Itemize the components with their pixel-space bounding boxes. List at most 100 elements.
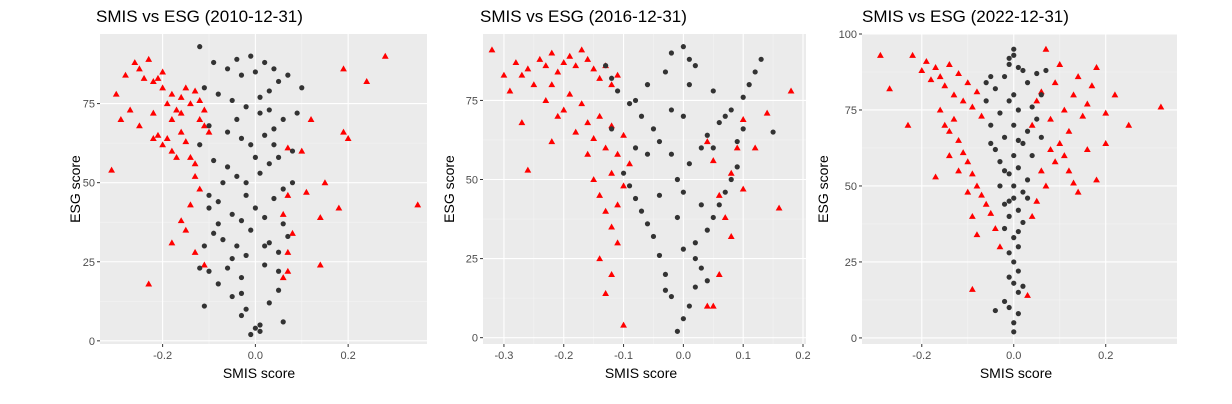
triangle-point bbox=[1024, 291, 1031, 298]
circle-point bbox=[992, 307, 998, 314]
circle-point bbox=[275, 287, 282, 293]
circle-point bbox=[299, 85, 305, 91]
circle-point bbox=[997, 110, 1003, 116]
triangle-point bbox=[122, 71, 129, 78]
triangle-point bbox=[1033, 97, 1041, 104]
circle-point bbox=[262, 132, 268, 138]
triangle-point bbox=[177, 128, 185, 135]
triangle-point bbox=[126, 106, 134, 113]
circle-point bbox=[215, 281, 221, 287]
circle-point bbox=[674, 176, 680, 183]
y-tick-label: 100 bbox=[839, 29, 857, 41]
circle-point bbox=[638, 113, 645, 119]
triangle-point bbox=[904, 121, 912, 128]
triangle-point bbox=[548, 138, 556, 145]
triangle-point bbox=[727, 169, 735, 176]
circle-point bbox=[1011, 195, 1017, 201]
triangle-point bbox=[1028, 212, 1036, 219]
triangle-point bbox=[187, 100, 194, 107]
circle-point bbox=[243, 104, 249, 110]
circle-point bbox=[680, 113, 686, 119]
triangle-point bbox=[1102, 109, 1110, 116]
circle-point bbox=[266, 300, 272, 306]
circle-point bbox=[1011, 183, 1017, 189]
circle-point bbox=[275, 268, 282, 274]
triangle-point bbox=[512, 59, 520, 66]
triangle-point bbox=[316, 261, 324, 268]
triangle-point bbox=[518, 71, 526, 78]
circle-point bbox=[224, 129, 231, 135]
triangle-point bbox=[182, 84, 190, 91]
y-tick-label: 25 bbox=[845, 257, 857, 269]
circle-point bbox=[238, 72, 245, 78]
circle-point bbox=[275, 78, 282, 85]
circle-point bbox=[234, 243, 240, 249]
circle-point bbox=[692, 284, 698, 290]
x-tick-label: 0.1 bbox=[736, 350, 751, 362]
circle-point bbox=[197, 44, 203, 50]
triangle-point bbox=[608, 169, 616, 176]
circle-point bbox=[626, 100, 633, 107]
y-tick-label: 75 bbox=[845, 105, 857, 117]
circle-point bbox=[1006, 274, 1012, 280]
plot-background bbox=[483, 34, 806, 344]
circle-point bbox=[1034, 116, 1040, 122]
triangle-point bbox=[548, 49, 556, 56]
circle-point bbox=[275, 249, 282, 255]
triangle-point bbox=[978, 191, 985, 198]
triangle-point bbox=[159, 141, 167, 148]
triangle-point bbox=[1047, 115, 1054, 122]
circle-point bbox=[289, 148, 296, 154]
circle-point bbox=[686, 303, 692, 309]
y-axis-label: ESG score bbox=[67, 155, 83, 223]
circle-point bbox=[280, 186, 286, 192]
circle-point bbox=[271, 142, 277, 148]
circle-point bbox=[638, 208, 645, 214]
triangle-point bbox=[964, 188, 972, 195]
triangle-point bbox=[751, 144, 759, 151]
triangle-point bbox=[973, 231, 981, 238]
x-axis-label: SMIS score bbox=[223, 365, 296, 381]
triangle-point bbox=[955, 167, 962, 174]
circle-point bbox=[1011, 235, 1017, 241]
circle-point bbox=[680, 44, 686, 50]
triangle-point bbox=[145, 55, 153, 62]
circle-point bbox=[710, 145, 716, 151]
triangle-point bbox=[1083, 100, 1091, 107]
triangle-point bbox=[177, 93, 185, 100]
triangle-point bbox=[1074, 188, 1082, 195]
circle-point bbox=[983, 80, 989, 86]
triangle-point bbox=[1060, 106, 1068, 113]
circle-point bbox=[215, 91, 221, 97]
triangle-point bbox=[1074, 73, 1082, 80]
circle-point bbox=[1024, 195, 1031, 201]
triangle-point bbox=[936, 73, 944, 80]
x-tick-label: 0.0 bbox=[248, 350, 263, 362]
triangle-point bbox=[149, 109, 157, 116]
triangle-point bbox=[108, 166, 115, 173]
circle-point bbox=[262, 243, 268, 249]
triangle-point bbox=[945, 127, 953, 134]
triangle-point bbox=[763, 109, 771, 116]
circle-point bbox=[632, 97, 639, 104]
triangle-point bbox=[154, 74, 162, 81]
circle-point bbox=[271, 126, 277, 132]
circle-point bbox=[1015, 64, 1021, 71]
circle-point bbox=[243, 192, 249, 198]
triangle-point bbox=[968, 170, 976, 177]
triangle-point bbox=[205, 128, 213, 135]
circle-point bbox=[262, 59, 268, 66]
circle-point bbox=[238, 218, 245, 224]
circle-point bbox=[656, 138, 663, 145]
triangle-point bbox=[941, 82, 949, 89]
circle-point bbox=[632, 195, 639, 202]
circle-point bbox=[698, 145, 704, 151]
triangle-point bbox=[996, 243, 1004, 250]
circle-point bbox=[224, 265, 231, 271]
circle-point bbox=[238, 274, 245, 281]
triangle-point bbox=[590, 176, 598, 183]
triangle-point bbox=[584, 119, 592, 126]
triangle-point bbox=[177, 109, 185, 116]
circle-point bbox=[674, 214, 680, 221]
